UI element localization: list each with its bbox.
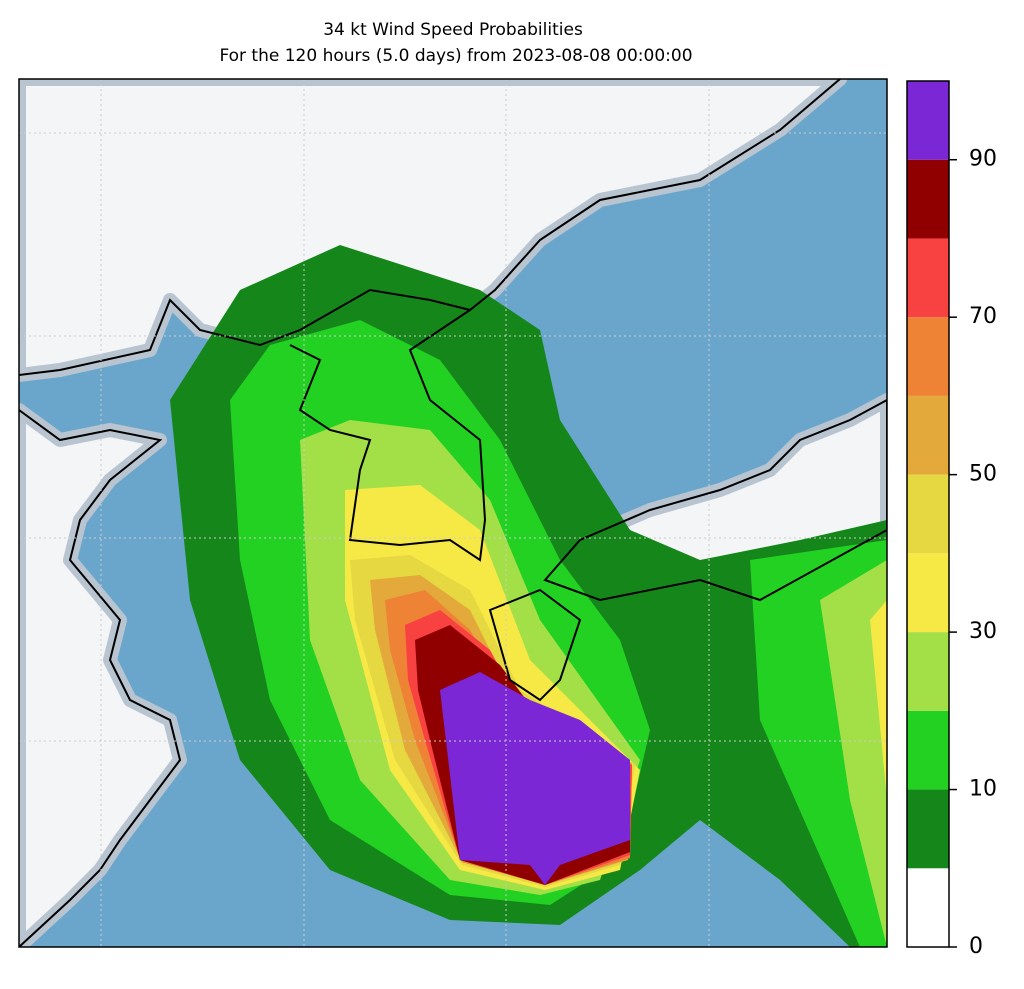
map-subtitle: For the 120 hours (5.0 days) from 2023-0… [219, 46, 692, 66]
coastlines [19, 79, 887, 947]
colorbar-segment [907, 474, 949, 554]
probability-contours [170, 245, 887, 947]
colorbar: 0 10 30 50 70 90 [907, 81, 997, 959]
colorbar-segment [907, 710, 949, 790]
colorbar-segment [907, 238, 949, 318]
colorbar-segment [907, 395, 949, 475]
colorbar-segment [907, 868, 949, 947]
colorbar-tick-label: 50 [969, 462, 997, 487]
colorbar-tick-label: 10 [969, 777, 997, 802]
map [19, 79, 887, 947]
colorbar-tick-label: 0 [969, 934, 983, 959]
colorbar-segment [907, 317, 949, 396]
colorbar-segment [907, 632, 949, 711]
map-frame [18, 78, 888, 948]
map-title: 34 kt Wind Speed Probabilities [323, 20, 583, 40]
colorbar-tick-label: 70 [969, 304, 997, 329]
colorbar-segment [907, 553, 949, 633]
colorbar-segment [907, 81, 949, 160]
colorbar-tick-label: 90 [969, 147, 997, 172]
colorbar-segment [907, 789, 949, 869]
colorbar-segment [907, 159, 949, 239]
colorbar-tick-label: 30 [969, 619, 997, 644]
colorbar-frame [906, 80, 950, 948]
